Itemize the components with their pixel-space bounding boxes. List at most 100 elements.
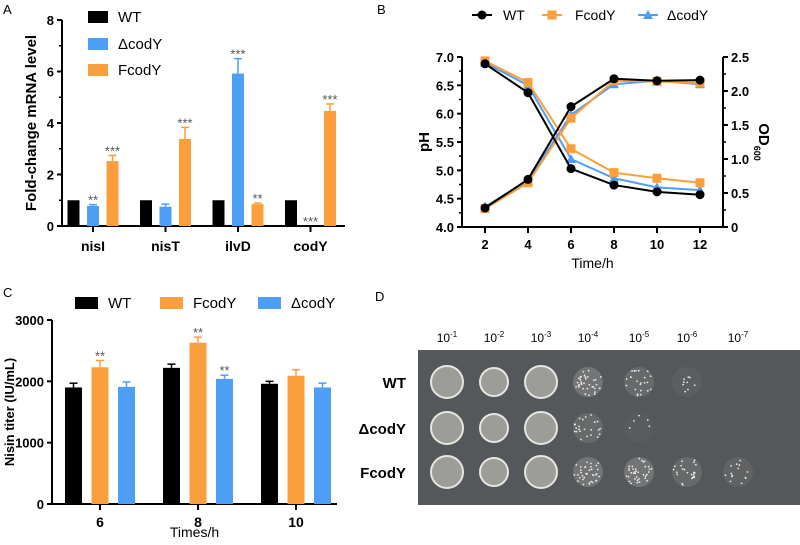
legend-swatch-ΔcodY — [88, 38, 108, 50]
dilution-exponent: -2 — [497, 330, 505, 339]
x-tick-label: codY — [293, 238, 328, 254]
colony-dot — [645, 473, 648, 476]
colony-dot — [578, 383, 581, 386]
line-WT-pH — [484, 62, 701, 196]
colony-dot — [592, 379, 595, 382]
colony-dot — [591, 386, 594, 388]
colony-dot — [595, 383, 598, 386]
bar-WT-10 — [261, 383, 278, 504]
colony-dot — [593, 393, 596, 396]
colony-dot — [628, 469, 630, 472]
colony-dot — [596, 436, 599, 439]
colony-dot — [746, 471, 749, 473]
dilution-label: 10-4 — [578, 330, 599, 345]
y-tick-label: 6 — [47, 65, 54, 80]
colony-dot — [628, 480, 631, 483]
colony-dot — [597, 429, 600, 431]
colony-dot — [687, 376, 690, 378]
colony-dot — [693, 476, 696, 479]
colony-dot — [648, 468, 651, 471]
y-tick-label: 0 — [37, 497, 44, 512]
colony-dot — [738, 464, 741, 466]
y-tick-label: 1000 — [15, 436, 44, 451]
chart-b-ph-od: 4.0 4.5 5.0 5.5 6.0 6.5 7.0 0 0.5 1.0 1.5 2.0 2.5 2 4 6… — [416, 7, 772, 271]
colony-spot — [430, 455, 464, 489]
colony-dot — [676, 473, 679, 476]
colony-dot — [694, 463, 697, 466]
colony-dot — [575, 385, 578, 388]
legend-label: ΔcodY — [118, 36, 162, 53]
legend-label: FcodY — [118, 62, 161, 79]
colony-dot — [580, 471, 582, 474]
colony-dot — [596, 420, 599, 423]
strain-label: FcodY — [360, 465, 406, 482]
colony-dot — [690, 473, 693, 476]
colony-dot — [573, 423, 576, 426]
colony-dot — [693, 384, 696, 387]
x-tick-label: 10 — [288, 514, 304, 530]
colony-dot — [585, 472, 587, 475]
point-WT-OD600 — [480, 203, 490, 213]
colony-dot — [646, 370, 649, 373]
colony-dot — [683, 468, 686, 471]
bar-FcodY-ilvD — [251, 204, 264, 226]
colony-dot — [646, 479, 648, 482]
colony-spot — [624, 413, 654, 443]
colony-dot — [590, 428, 593, 431]
colony-dot — [590, 462, 592, 465]
colony-dot — [590, 414, 593, 416]
dilution-exponent: -1 — [450, 330, 458, 339]
od-label-main: OD — [755, 123, 772, 146]
y-tick-label: 6.0 — [436, 107, 454, 122]
colony-dot — [586, 387, 589, 390]
colony-dot — [641, 459, 643, 462]
colony-dot — [639, 382, 642, 384]
colony-dot — [628, 465, 631, 468]
dilution-base: 10 — [728, 331, 742, 345]
colony-dot — [689, 376, 691, 379]
legend-label: FcodY — [193, 295, 236, 312]
colony-dot — [637, 471, 640, 474]
colony-dot — [650, 467, 653, 470]
dilution-exponent: -6 — [690, 330, 698, 339]
point-WT-OD600 — [609, 74, 619, 84]
y-tick-label: 5.0 — [436, 163, 454, 178]
point-FcodY-pH — [695, 178, 705, 188]
y-tick-label: 8 — [47, 13, 54, 28]
colony-dot — [594, 378, 597, 381]
line-FcodY-OD600 — [484, 79, 701, 210]
bar-WT-codY — [285, 200, 297, 226]
colony-dot — [593, 421, 596, 423]
bar-WT-6 — [65, 387, 82, 504]
colony-dot — [596, 468, 599, 471]
colony-dot — [580, 382, 583, 385]
y-tick-label: 5.5 — [436, 135, 454, 150]
colony-dot — [675, 471, 678, 474]
colony-dot — [598, 433, 601, 436]
panel-label-b: B — [377, 2, 386, 17]
legend-marker-ΔcodY — [643, 10, 653, 19]
colony-dot — [636, 380, 638, 383]
colony-dot — [582, 478, 584, 481]
bar-FcodY-8 — [189, 342, 207, 504]
colony-dot — [579, 430, 581, 433]
colony-dot — [582, 387, 584, 390]
colony-dot — [595, 473, 598, 475]
x-tick-label: 12 — [693, 237, 707, 252]
point-WT-pH — [652, 187, 662, 197]
colony-dot — [737, 467, 740, 470]
colony-dot — [730, 465, 733, 467]
colony-dot — [639, 393, 642, 396]
bar-WT-8 — [163, 367, 180, 504]
y-tick-label: 3000 — [15, 313, 44, 328]
dilution-base: 10 — [484, 331, 498, 345]
colony-dot — [589, 465, 592, 468]
significance-stars: *** — [177, 115, 192, 130]
colony-dot — [594, 391, 596, 394]
colony-dot — [628, 467, 631, 470]
colony-dot — [684, 390, 687, 393]
bar-ΔcodY-10 — [314, 387, 331, 504]
colony-dot — [686, 381, 689, 384]
colony-dot — [638, 414, 640, 417]
